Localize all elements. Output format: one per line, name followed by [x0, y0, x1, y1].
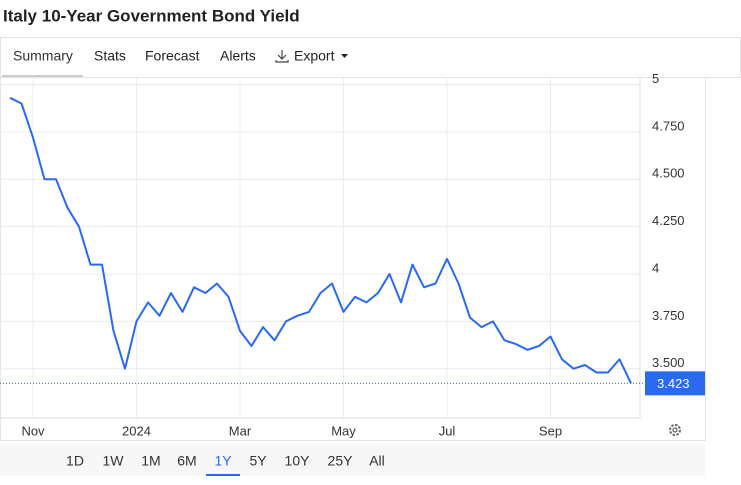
- y-tick-label: 4.250: [652, 213, 685, 228]
- x-tick-label: Mar: [229, 423, 252, 438]
- plot-frame: [0, 77, 706, 441]
- dropdown-caret: [341, 54, 348, 58]
- y-tick-label: 5: [652, 71, 659, 86]
- last-value-badge: [645, 371, 705, 396]
- y-tick-label: 4.500: [652, 166, 685, 181]
- range-button[interactable]: 10Y: [285, 453, 311, 469]
- tab[interactable]: Forecast: [145, 48, 200, 64]
- range-button[interactable]: 1D: [66, 453, 84, 469]
- range-button[interactable]: 6M: [177, 453, 196, 469]
- range-bar: [0, 444, 705, 476]
- tab[interactable]: Summary: [13, 48, 73, 64]
- range-button[interactable]: 1Y: [214, 453, 232, 469]
- range-button[interactable]: 1W: [103, 453, 125, 469]
- x-tick-label: Nov: [21, 423, 45, 438]
- x-tick-label: Jul: [439, 423, 456, 438]
- range-button[interactable]: 5Y: [249, 453, 267, 469]
- settings-icon[interactable]: [669, 424, 681, 436]
- y-tick-label: 4: [652, 260, 659, 275]
- y-tick-label: 4.750: [652, 118, 685, 133]
- tab[interactable]: Alerts: [220, 48, 256, 64]
- y-tick-label: 3.750: [652, 308, 685, 323]
- tab-bar: [0, 37, 741, 78]
- range-button[interactable]: All: [369, 453, 385, 469]
- x-tick-label: Sep: [539, 423, 562, 438]
- tab[interactable]: Export: [294, 48, 335, 64]
- last-value-label: 3.423: [657, 376, 690, 391]
- tab[interactable]: Stats: [94, 48, 126, 64]
- range-button[interactable]: 1M: [141, 453, 160, 469]
- chart-title: Italy 10-Year Government Bond Yield: [3, 6, 300, 25]
- y-tick-label: 3.500: [652, 355, 685, 370]
- export-icon: [275, 50, 289, 63]
- range-button[interactable]: 25Y: [328, 453, 354, 469]
- x-tick-label: May: [331, 423, 356, 438]
- x-tick-label: 2024: [122, 423, 151, 438]
- price-line: [9, 96, 632, 384]
